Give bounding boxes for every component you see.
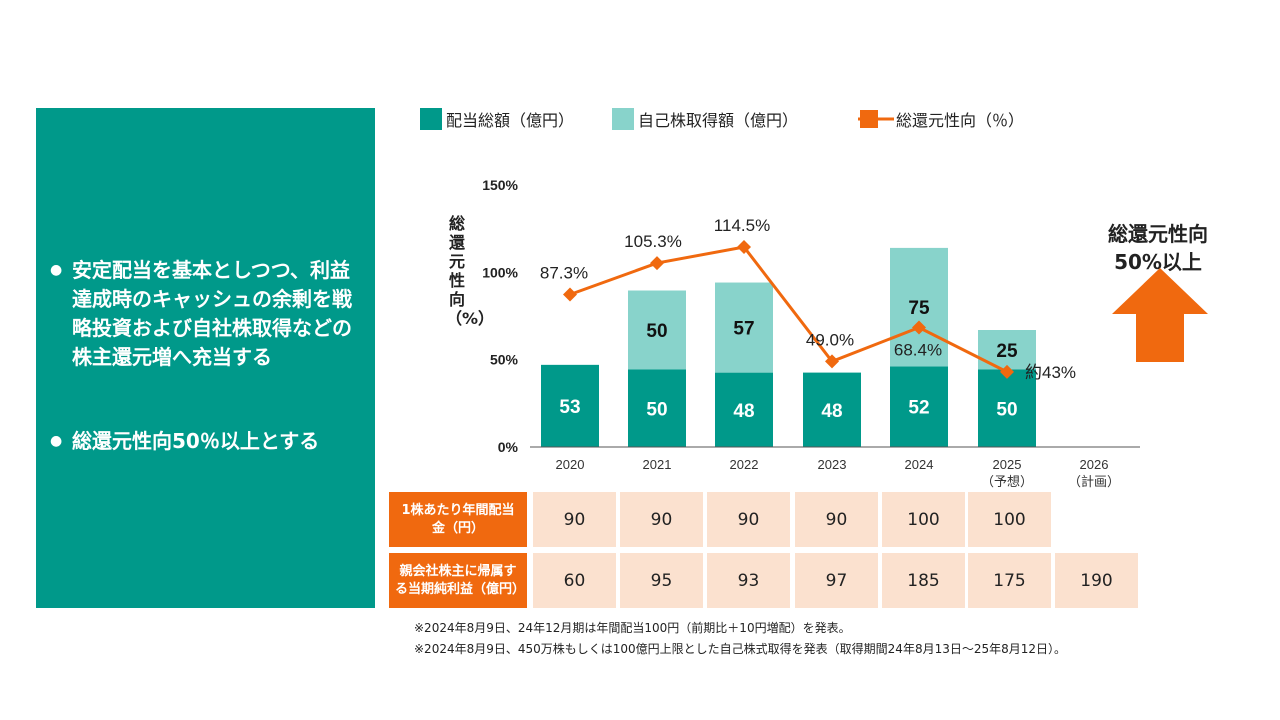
bar-buyback-label: 50 — [646, 321, 667, 342]
bar-dividend-label: 50 — [996, 399, 1017, 420]
legend-buyback-label: 自己株取得額（億円） — [638, 111, 799, 130]
legend-dividend-label: 配当総額（億円） — [446, 111, 575, 130]
table-cell: 90 — [533, 492, 616, 547]
policy-bullet-2: ● 総還元性向50％以上とする — [50, 427, 360, 456]
payout-marker — [650, 256, 664, 271]
bar-dividend-label: 48 — [821, 401, 842, 422]
bar-buyback-label: 57 — [733, 319, 754, 340]
legend-dividend-swatch — [420, 108, 442, 130]
legend-buyback: 自己株取得額（億円） — [612, 106, 798, 132]
bar-buyback-label: 75 — [908, 298, 930, 319]
table-cell: 97 — [795, 553, 878, 608]
payout-label: 49.0% — [806, 330, 854, 349]
x-tick-label: 2020 — [556, 457, 585, 472]
bar-dividend-label: 48 — [733, 401, 754, 422]
payout-marker — [825, 354, 839, 369]
table-row-header: 1株あたり年間配当金（円） — [389, 492, 527, 547]
bar-dividend-label: 52 — [908, 398, 929, 419]
y-tick-label: 0% — [498, 439, 519, 455]
bar-dividend — [803, 372, 861, 447]
y-axis-label-text: 総還元性向（%） — [446, 214, 495, 328]
policy-panel: ● 安定配当を基本としつつ、利益達成時のキャッシュの余剰を戦略投資および自社株取… — [36, 108, 375, 608]
payout-marker — [563, 287, 577, 302]
legend-payout-label: 総還元性向（％） — [896, 111, 1025, 130]
bar-dividend-label: 50 — [646, 399, 667, 420]
x-tick-label: 2023 — [818, 457, 847, 472]
table-cell: 185 — [882, 553, 965, 608]
bullet-dot-icon: ● — [50, 262, 63, 278]
bar-buyback — [715, 282, 773, 373]
callout-line1: 総還元性向 — [1108, 222, 1208, 246]
payout-line — [569, 245, 1008, 374]
bar-buyback — [628, 290, 686, 370]
table-cell: 190 — [1055, 553, 1138, 608]
up-arrow-icon — [1112, 268, 1208, 362]
note-1: ※2024年8月9日、24年12月期は年間配当100円（前期比＋10円増配）を発… — [414, 621, 851, 635]
table-cell: 90 — [620, 492, 703, 547]
bar-dividend — [978, 369, 1036, 447]
bar-dividend-label: 53 — [559, 397, 580, 418]
x-tick-label: 2025 — [993, 457, 1022, 472]
bar-buyback — [890, 247, 948, 367]
policy-text-1: 安定配当を基本としつつ、利益達成時のキャッシュの余剰を戦略投資および自社株取得な… — [72, 258, 352, 369]
payout-marker — [737, 240, 751, 255]
table-cell: 93 — [707, 553, 790, 608]
bar-dividend — [541, 364, 599, 447]
x-tick-sublabel: （計画） — [1068, 474, 1120, 490]
table-cell: 90 — [795, 492, 878, 547]
y-tick-label: 100% — [482, 264, 518, 280]
table-cell: 95 — [620, 553, 703, 608]
table-cell: 90 — [707, 492, 790, 547]
legend-payout-marker-icon — [858, 110, 894, 128]
y-axis-label: 総還元性向（%） — [446, 214, 494, 328]
bar-dividend — [715, 372, 773, 447]
policy-text-2: 総還元性向50％以上とする — [72, 429, 320, 453]
y-tick-label: 150% — [482, 177, 518, 193]
bar-dividend — [890, 366, 948, 447]
payout-marker — [1000, 364, 1014, 379]
note-2: ※2024年8月9日、450万株もしくは100億円上限とした自己株式取得を発表（… — [414, 642, 1067, 656]
table-cell: 100 — [968, 492, 1051, 547]
policy-bullet-1: ● 安定配当を基本としつつ、利益達成時のキャッシュの余剰を戦略投資および自社株取… — [50, 256, 360, 372]
legend-buyback-swatch — [612, 108, 634, 130]
x-tick-label: 2022 — [730, 457, 759, 472]
payout-label: 114.5% — [714, 216, 770, 235]
table-cell: 60 — [533, 553, 616, 608]
payout-label: 約43% — [1025, 363, 1076, 382]
payout-label: 68.4% — [894, 341, 942, 360]
table-cell: 100 — [882, 492, 965, 547]
target-callout: 総還元性向 50%以上 — [1088, 220, 1228, 276]
x-tick-label: 2026 — [1080, 457, 1109, 472]
x-tick-label: 2021 — [643, 457, 672, 472]
bar-dividend — [628, 369, 686, 447]
legend-payout: 総還元性向（％） — [858, 106, 1024, 132]
x-tick-label: 2024 — [905, 457, 934, 472]
y-tick-label: 50% — [490, 352, 519, 368]
payout-marker — [912, 320, 926, 335]
bullet-dot-icon: ● — [50, 433, 63, 449]
table-row-header: 親会社株主に帰属する当期純利益（億円） — [389, 553, 527, 608]
bar-buyback-label: 25 — [996, 341, 1018, 362]
legend-dividend: 配当総額（億円） — [420, 106, 574, 132]
x-tick-sublabel: （予想） — [981, 474, 1033, 490]
table-cell: 175 — [968, 553, 1051, 608]
payout-label: 87.3% — [540, 264, 588, 283]
payout-label: 105.3% — [624, 232, 682, 251]
